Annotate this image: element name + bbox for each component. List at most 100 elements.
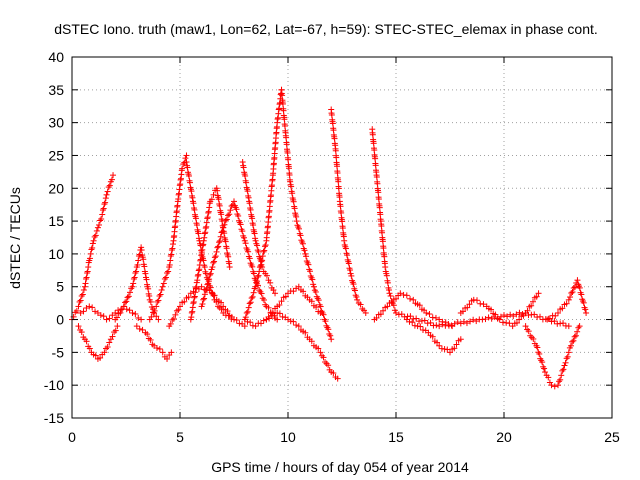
data-point bbox=[226, 264, 233, 271]
data-point bbox=[153, 344, 160, 351]
data-point bbox=[172, 311, 179, 318]
data-point bbox=[491, 314, 498, 321]
data-point bbox=[201, 291, 208, 298]
data-point bbox=[134, 261, 141, 268]
data-point bbox=[516, 309, 523, 316]
data-point bbox=[560, 320, 567, 327]
data-point bbox=[384, 279, 391, 286]
data-point bbox=[317, 303, 324, 310]
data-point bbox=[506, 320, 513, 327]
data-point bbox=[451, 320, 458, 327]
data-point bbox=[334, 375, 341, 382]
data-point bbox=[73, 307, 80, 314]
data-point bbox=[297, 232, 304, 239]
data-point bbox=[159, 283, 166, 290]
data-point bbox=[211, 254, 218, 261]
data-point bbox=[256, 264, 263, 271]
data-point bbox=[79, 291, 86, 298]
data-point bbox=[384, 303, 391, 310]
data-point bbox=[88, 246, 95, 253]
data-point bbox=[351, 287, 358, 294]
data-point bbox=[225, 212, 231, 219]
data-point bbox=[244, 308, 251, 315]
data-point bbox=[295, 225, 302, 232]
data-point bbox=[568, 290, 575, 297]
data-point bbox=[457, 336, 464, 343]
data-point bbox=[110, 172, 117, 179]
data-point bbox=[570, 337, 577, 344]
data-point bbox=[92, 232, 99, 239]
data-point bbox=[317, 349, 324, 356]
data-point bbox=[380, 307, 387, 314]
data-point bbox=[531, 311, 538, 318]
data-point bbox=[555, 309, 561, 316]
data-point bbox=[391, 307, 398, 314]
data-point bbox=[220, 303, 227, 310]
data-point bbox=[571, 283, 578, 290]
data-point bbox=[252, 283, 259, 290]
data-point bbox=[106, 182, 113, 189]
data-point bbox=[397, 290, 404, 297]
data-point bbox=[198, 283, 205, 290]
data-point bbox=[409, 319, 416, 326]
data-point bbox=[436, 316, 443, 323]
data-point bbox=[427, 319, 434, 326]
data-point bbox=[525, 328, 532, 335]
data-point bbox=[574, 328, 581, 335]
data-point bbox=[103, 191, 110, 198]
data-point bbox=[211, 258, 218, 265]
data-point bbox=[182, 155, 189, 162]
data-point bbox=[133, 268, 140, 275]
data-point bbox=[169, 245, 176, 252]
data-point bbox=[156, 292, 163, 299]
data-point bbox=[81, 283, 88, 290]
x-tick-label: 20 bbox=[496, 429, 512, 445]
data-point bbox=[265, 313, 272, 320]
data-point bbox=[565, 349, 572, 356]
data-point bbox=[246, 255, 253, 262]
data-point bbox=[259, 257, 266, 264]
data-point bbox=[148, 313, 155, 320]
data-point bbox=[386, 290, 393, 297]
data-point bbox=[201, 295, 208, 302]
data-point bbox=[274, 316, 281, 323]
data-point bbox=[445, 321, 452, 328]
data-point bbox=[413, 315, 420, 322]
data-point bbox=[327, 332, 334, 339]
data-point bbox=[156, 345, 163, 352]
data-point bbox=[179, 165, 186, 172]
data-point bbox=[459, 308, 466, 315]
data-point bbox=[308, 338, 315, 345]
data-point bbox=[123, 298, 130, 305]
data-point bbox=[492, 311, 499, 318]
grid bbox=[72, 57, 612, 418]
data-point bbox=[77, 297, 84, 304]
data-point bbox=[353, 293, 360, 300]
data-point bbox=[309, 276, 316, 283]
data-point bbox=[250, 289, 257, 296]
data-point bbox=[155, 297, 162, 304]
data-point bbox=[266, 315, 273, 322]
data-point bbox=[221, 221, 228, 228]
data-point bbox=[201, 264, 208, 271]
data-point bbox=[87, 250, 94, 257]
data-point bbox=[154, 298, 161, 305]
data-point bbox=[320, 311, 327, 318]
data-point bbox=[258, 258, 265, 265]
data-point bbox=[138, 316, 145, 323]
data-point bbox=[583, 309, 590, 316]
data-point bbox=[259, 253, 266, 260]
y-tick-label: 40 bbox=[48, 49, 64, 65]
data-point bbox=[255, 248, 262, 255]
data-point bbox=[168, 247, 175, 254]
data-point bbox=[467, 318, 474, 325]
data-point bbox=[216, 237, 223, 244]
data-point bbox=[442, 322, 449, 329]
data-point bbox=[101, 201, 108, 208]
data-point bbox=[241, 323, 248, 330]
data-point bbox=[388, 299, 395, 306]
data-point bbox=[180, 161, 187, 168]
data-point bbox=[97, 354, 104, 361]
data-point bbox=[100, 313, 107, 320]
data-point bbox=[177, 303, 183, 310]
